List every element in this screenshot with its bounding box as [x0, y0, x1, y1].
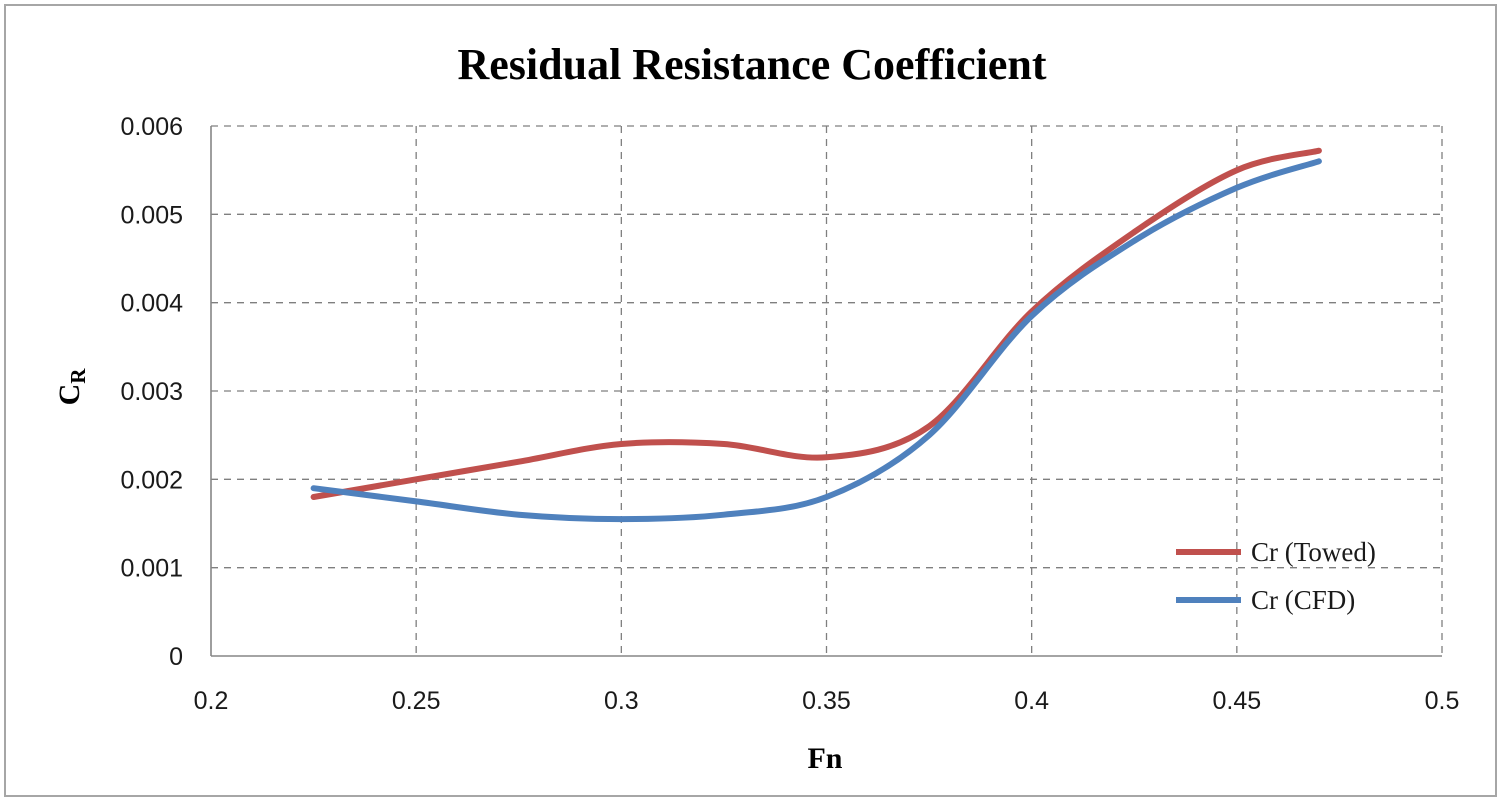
x-tick-label: 0.25: [392, 687, 441, 715]
y-axis-title: CR: [53, 368, 90, 406]
ticks-layer: 0 0.001 0.002 0.003 0.004 0.005 0.006 0.2 0.25 0.…: [120, 113, 1459, 715]
x-tick-label: 0.45: [1212, 687, 1261, 715]
series-line-cr-cfd: [310, 158, 1322, 523]
y-tick-label: 0.006: [120, 113, 183, 141]
series-line-cr-towed: [310, 147, 1322, 500]
svg-text:CR: CR: [53, 368, 90, 406]
x-tick-label: 0.5: [1425, 687, 1460, 715]
x-tick-label: 0.4: [1014, 687, 1049, 715]
y-axis-title-sub: R: [66, 368, 90, 384]
y-tick-label: 0.001: [120, 555, 183, 583]
x-tick-label: 0.3: [604, 687, 639, 715]
chart-title: Residual Resistance Coefficient: [457, 40, 1046, 89]
legend-label-cr-towed: Cr (Towed): [1251, 537, 1376, 567]
y-tick-label: 0.002: [120, 466, 183, 494]
legend: Cr (Towed) Cr (CFD): [1176, 537, 1376, 615]
axis-layer: [210, 126, 1442, 657]
legend-label-cr-cfd: Cr (CFD): [1251, 585, 1355, 615]
y-tick-label: 0: [169, 643, 183, 671]
y-tick-label: 0.005: [120, 201, 183, 229]
y-tick-label: 0.004: [120, 290, 183, 318]
x-tick-label: 0.2: [194, 687, 229, 715]
chart-frame: Residual Resistance Coefficient 0 0.001 0.…: [4, 4, 1497, 797]
y-tick-label: 0.003: [120, 378, 183, 406]
x-tick-label: 0.35: [802, 687, 851, 715]
series-layer: [310, 147, 1322, 523]
chart-svg: Residual Resistance Coefficient 0 0.001 0.…: [53, 40, 1459, 775]
x-axis-title: Fn: [807, 742, 842, 775]
grid-layer: [211, 125, 1443, 656]
y-axis-title-main: C: [53, 384, 86, 406]
